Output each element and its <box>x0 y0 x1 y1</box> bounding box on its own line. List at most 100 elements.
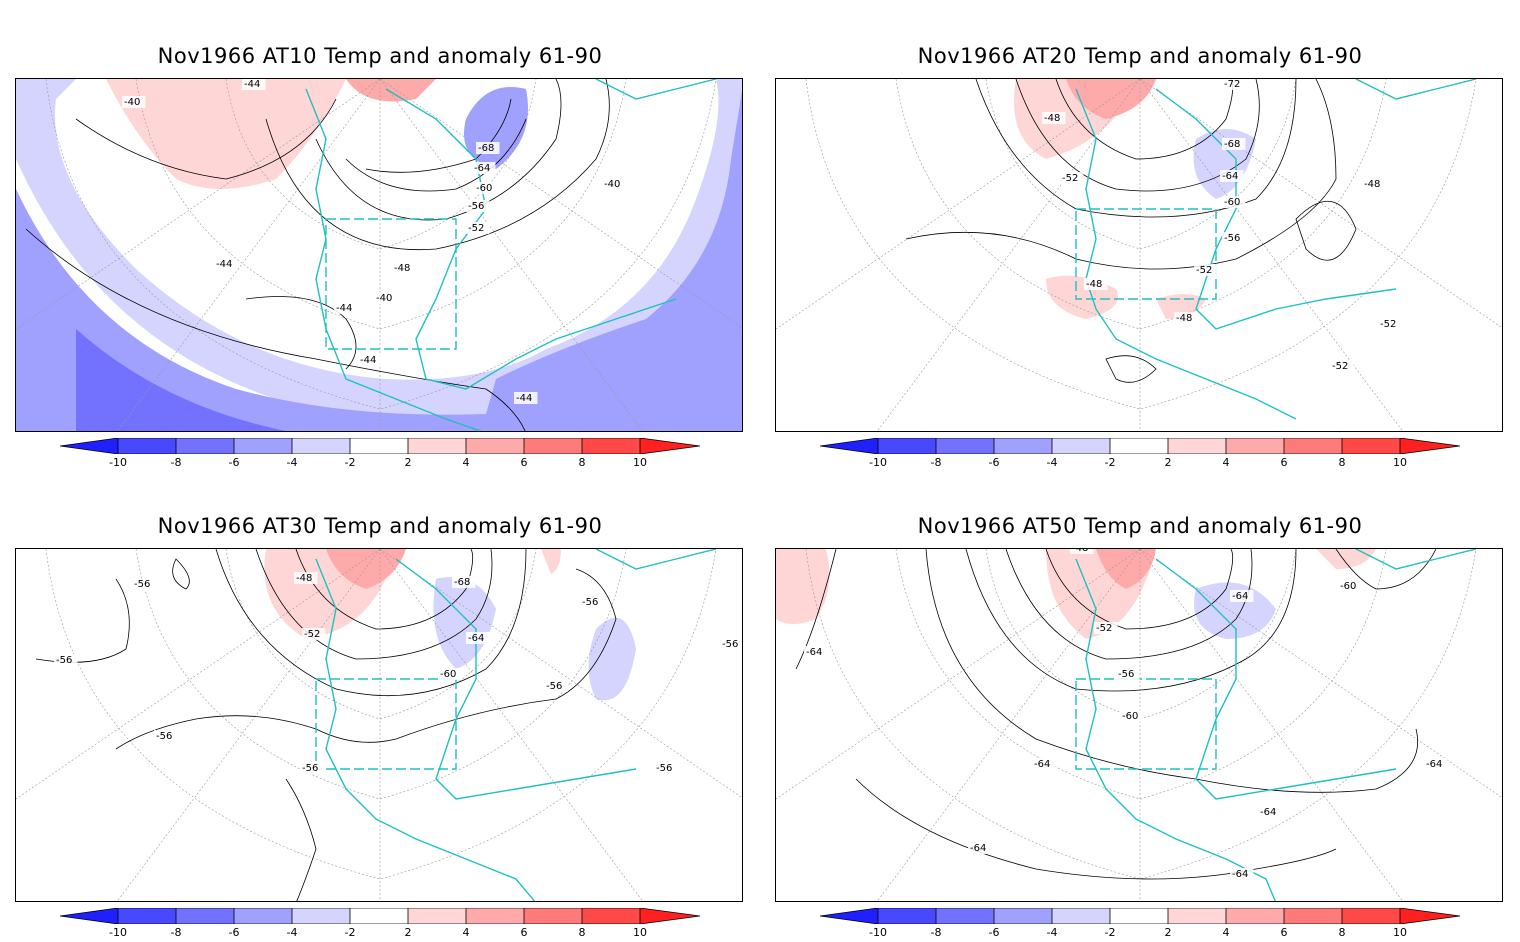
colorbar-tick: -2 <box>1104 456 1116 469</box>
contour-label: -56 <box>134 579 150 590</box>
contour-label: -60 <box>476 183 492 194</box>
contour-label: -64 <box>1426 759 1442 770</box>
contour-label-bg <box>1230 590 1254 602</box>
contour-label: -56 <box>468 201 484 212</box>
colorbar <box>820 438 1460 454</box>
isotherms <box>905 79 1357 383</box>
contour-label-bg <box>1084 278 1108 290</box>
colorbar-tick: -8 <box>170 456 182 469</box>
colorbar <box>820 908 1460 924</box>
contour-label: -56 <box>1118 669 1134 680</box>
contour-label-bg <box>1032 758 1056 770</box>
colorbar-tick: 6 <box>520 926 528 939</box>
contour-label-bg <box>54 654 78 666</box>
colorbar-labels: -10 -8 -6 -4 -2 2 4 6 8 10 <box>820 456 1460 472</box>
colorbar-tick: 2 <box>404 926 412 939</box>
contour-label: -68 <box>478 143 494 154</box>
colorbar-tick: 8 <box>578 926 586 939</box>
panel-title: Nov1966 AT20 Temp and anomaly 61-90 <box>917 44 1363 68</box>
contour-label: -64 <box>1034 759 1050 770</box>
colorbar-tick: -4 <box>1046 926 1058 939</box>
graticule <box>16 549 742 901</box>
contour-label-bg <box>122 96 146 108</box>
colorbar-labels: -10 -8 -6 -4 -2 2 4 6 8 10 <box>60 456 700 472</box>
anomaly-negative <box>1194 582 1276 639</box>
contour-label: -64 <box>970 843 986 854</box>
colorbar-tick: -6 <box>988 456 1000 469</box>
contour-label: -64 <box>1232 591 1248 602</box>
contour-label-bg <box>214 258 238 270</box>
contour-label-bg <box>1378 318 1402 330</box>
contour-label: -48 <box>296 573 312 584</box>
contour-label-bg <box>804 646 828 658</box>
contour-label: -52 <box>304 629 320 640</box>
map-frame: -72 -48 -68 -52 -64 -60 -48 -56 -52 -48 -48 -52 -52 <box>775 78 1503 432</box>
contour-label-bg <box>476 142 500 154</box>
colorbar-tick: 4 <box>462 456 470 469</box>
contour-label-bg <box>1330 360 1354 372</box>
anomaly-negative <box>433 577 496 669</box>
contour-label: -64 <box>806 647 822 658</box>
contour-label-bg <box>438 668 462 680</box>
contour-label: -48 <box>1044 113 1060 124</box>
contour-label-bg <box>294 572 318 584</box>
contour-label: -52 <box>1380 319 1396 330</box>
contour-label: -44 <box>216 259 232 270</box>
contour-label: -48 <box>1176 313 1192 324</box>
colorbar-tick: 2 <box>404 456 412 469</box>
contour-label: -60 <box>440 669 456 680</box>
panel-title: Nov1966 AT10 Temp and anomaly 61-90 <box>157 44 603 68</box>
colorbar-tick: -4 <box>1046 456 1058 469</box>
colorbar-tick: -8 <box>930 926 942 939</box>
isotherms <box>795 549 1437 880</box>
contour-label: -56 <box>1224 233 1240 244</box>
polar-map-at50: -48 -64 -60 -52 -64 -56 -60 -64 -64 -64 -64 -64 <box>776 549 1502 901</box>
anomaly-positive <box>1156 294 1206 319</box>
contour-label-bg <box>1424 758 1448 770</box>
contour-label-bg <box>1222 232 1246 244</box>
contour-label-bg <box>654 762 678 774</box>
colorbar-tick: -10 <box>109 456 127 469</box>
contour-label: -68 <box>454 577 470 588</box>
contour-label: -48 <box>1364 179 1380 190</box>
contour-label-bg <box>374 292 398 304</box>
contour-label-bg <box>968 842 992 854</box>
coastlines <box>315 549 717 901</box>
contour-label-bg <box>132 578 156 590</box>
colorbar-tick: 10 <box>633 456 647 469</box>
contour-label: -56 <box>56 655 72 666</box>
contour-label-bg <box>474 182 498 194</box>
colorbar-tick: -6 <box>988 926 1000 939</box>
anomaly-positive-strong <box>326 549 406 589</box>
colorbar-tick: 10 <box>633 926 647 939</box>
contour-label-bg <box>300 762 324 774</box>
contour-label-bg <box>472 162 496 174</box>
contour-label-bg <box>1230 868 1254 880</box>
colorbar-tick: 8 <box>1338 456 1346 469</box>
polar-map-at30: -56 -48 -68 -56 -52 -64 -56 -56 -60 -56 -56 -56 -56 <box>16 549 742 901</box>
contour-label: -48 <box>1086 279 1102 290</box>
contour-label: -64 <box>1232 869 1248 880</box>
colorbar-tick: -2 <box>1104 926 1116 939</box>
colorbar-tick: -8 <box>170 926 182 939</box>
colorbar-tick: -4 <box>286 926 298 939</box>
contour-label: -56 <box>302 763 318 774</box>
contour-label: -56 <box>656 763 672 774</box>
contour-label: -64 <box>1222 171 1238 182</box>
coastlines <box>1075 79 1477 420</box>
contour-label-bg <box>392 262 416 274</box>
graticule <box>776 549 1502 901</box>
contour-label-bg <box>1116 668 1140 680</box>
contour-label-bg <box>720 638 742 650</box>
contour-label-bg <box>602 178 626 190</box>
contour-label-bg <box>154 730 178 742</box>
colorbar-tick: 6 <box>520 456 528 469</box>
colorbar-tick: -6 <box>228 456 240 469</box>
contour-label-bg <box>1338 580 1362 592</box>
coastlines <box>305 79 717 431</box>
contour-label: -56 <box>546 681 562 692</box>
contour-label: -52 <box>1332 361 1348 372</box>
contour-label: -40 <box>376 293 392 304</box>
contour-label-bg <box>302 628 326 640</box>
colorbar-labels: -10 -8 -6 -4 -2 2 4 6 8 10 <box>820 926 1460 942</box>
